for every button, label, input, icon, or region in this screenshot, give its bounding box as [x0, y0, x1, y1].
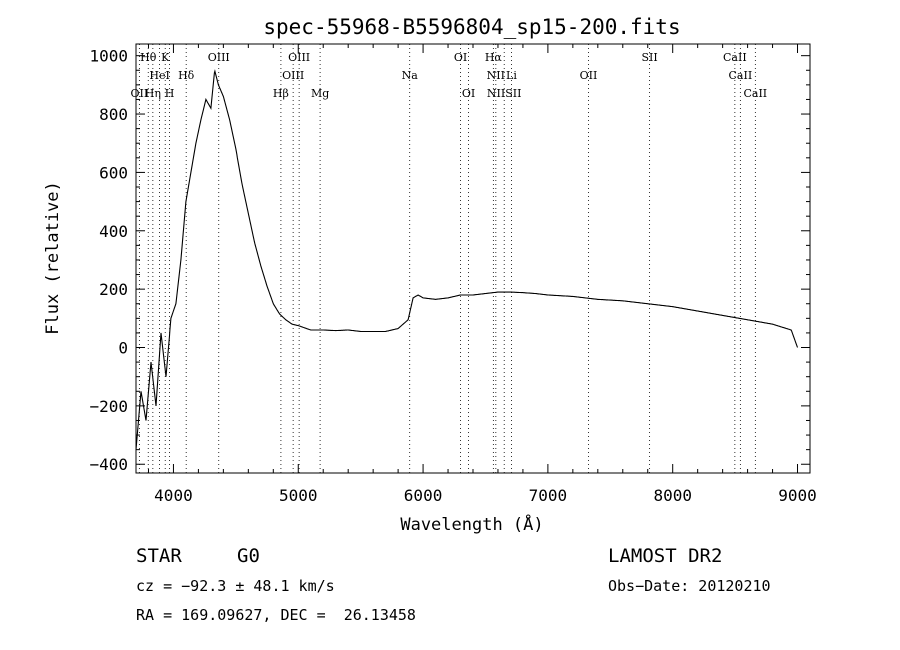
x-tick-label-2: 6000: [404, 486, 443, 505]
line-label-10: Hβ: [273, 87, 289, 100]
line-label-4: OII: [131, 87, 149, 100]
y-tick-label-3: 200: [99, 280, 128, 299]
axis-ticks: [136, 44, 810, 473]
line-label-14: OI: [462, 87, 475, 100]
plot-frame: [135, 43, 811, 474]
y-tick-label-4: 400: [99, 222, 128, 241]
line-label-21: CaII: [723, 51, 747, 64]
line-label-11: Mg: [311, 87, 329, 100]
line-label-16: NII: [487, 69, 505, 82]
line-label-1: K: [161, 51, 170, 64]
y-tick-label-7: 1000: [89, 47, 128, 66]
line-label-6: H: [165, 87, 175, 100]
x-axis-label: Wavelength (Å): [400, 513, 543, 535]
axis-tick-labels: 4000 5000 6000 7000 8000 9000 −400 −200 0 200 400 6…: [89, 47, 816, 505]
survey-name: LAMOST DR2: [608, 545, 722, 567]
line-label-0: Hθ: [140, 51, 157, 64]
line-label-7: OIII: [208, 51, 230, 64]
y-tick-label-0: −400: [89, 455, 128, 474]
x-tick-label-4: 8000: [653, 486, 692, 505]
spectral-line-markers: [138, 44, 756, 473]
line-label-20: SII: [641, 51, 657, 64]
x-tick-label-3: 7000: [529, 486, 568, 505]
x-tick-label-0: 4000: [154, 486, 193, 505]
y-tick-label-1: −200: [89, 397, 128, 416]
line-label-22: CaII: [729, 69, 753, 82]
x-tick-label-5: 9000: [778, 486, 817, 505]
line-label-9: OIII: [282, 69, 304, 82]
y-axis-label: Flux (relative): [43, 181, 63, 335]
line-label-23: CaII: [743, 87, 767, 100]
observation-date: Obs−Date: 20120210: [608, 577, 771, 595]
line-label-13: OI: [454, 51, 467, 64]
line-label-2: HeI: [149, 69, 169, 82]
chart-title: spec-55968-B5596804_sp15-200.fits: [263, 15, 680, 39]
y-tick-label-2: 0: [118, 339, 128, 358]
y-tick-label-5: 600: [99, 163, 128, 182]
object-subclass: G0: [237, 545, 260, 567]
line-label-18: NIISII: [487, 87, 522, 100]
coordinates-readout: RA = 169.09627, DEC = 26.13458: [136, 606, 416, 624]
line-label-19: OII: [580, 69, 598, 82]
redshift-readout: cz = −92.3 ± 48.1 km/s: [136, 577, 335, 595]
line-label-5: Hη: [145, 87, 161, 100]
line-label-17: Li: [506, 69, 517, 82]
line-label-12: Na: [402, 69, 419, 82]
y-tick-label-6: 800: [99, 105, 128, 124]
line-label-3: Hδ: [178, 69, 195, 82]
line-label-8: OIII: [288, 51, 310, 64]
x-tick-label-1: 5000: [279, 486, 318, 505]
spectrum-series-line: [135, 69, 799, 450]
line-label-15: Hα: [485, 51, 503, 64]
object-class: STAR: [136, 545, 182, 567]
